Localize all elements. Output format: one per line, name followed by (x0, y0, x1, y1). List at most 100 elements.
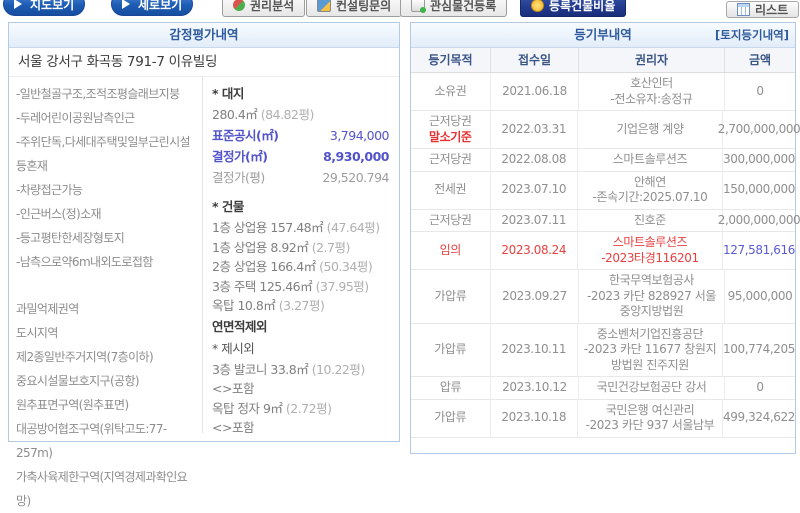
registry-row: 가압류 2023.10.11 중소벤처기업진흥공단 -2023 카단 11677 창원… (411, 323, 795, 377)
land-price-row: 결정가(평) 29,520.794 (212, 167, 391, 188)
zoning-note: 원추표면구역(원추표면) (16, 398, 129, 412)
site-note: -차량접근가능 (16, 183, 83, 197)
registry-cell-amount: 0 (756, 380, 764, 394)
registry-cell-amount: 100,774,205 (723, 342, 795, 356)
registry-cell-purpose: 가압류 (411, 323, 491, 376)
registry-cell-holder: 스마트솔루션즈 (578, 149, 723, 171)
site-note: -인근버스(정)소재 (16, 207, 102, 221)
zoning-note: 중요시설물보호지구(공항) (16, 374, 140, 388)
land-price-row: 표준공시(㎡) 3,794,000 (212, 125, 391, 146)
extra-line-pyeong: (2.72평) (282, 400, 332, 416)
registry-holder-line: 스마트솔루션즈 (612, 235, 688, 249)
zoning-note: 제2종일반주거지역(7층이하) (16, 350, 154, 364)
appraisal-notes-column: -일반철골구조,조적조평슬래브지붕 -두레어린이공원남측인근 -주위단독,다세대주택… (9, 77, 203, 508)
land-price-value: 8,930,000 (323, 149, 389, 164)
registry-cell-date: 2023.10.12 (491, 377, 579, 399)
building-line-text: 옥탑 10.8㎡ (212, 298, 276, 313)
registry-row: 근저당권 말소기준 2022.03.31 기업은행 계양 2,700,000,000 (411, 111, 800, 149)
registry-row: 소유권 2021.06.18 호산인터 -전소유자:송정규 0 (411, 73, 795, 111)
extra-line: 3층 발코니 33.8㎡ (10.22평) (212, 360, 391, 380)
building-line-text: 2층 상업용 166.4㎡ (212, 259, 316, 274)
extra-line-text: 3층 발코니 33.8㎡ (212, 361, 309, 377)
building-line-pyeong: (37.95평) (312, 278, 370, 294)
registry-column-3: 금액 (748, 53, 772, 67)
land-price-label: 결정가(평) (212, 170, 265, 185)
registry-cell-purpose: 전세권 (411, 171, 491, 209)
building-line: 옥탑 10.8㎡ (3.27평) (212, 296, 391, 316)
registry-cell-amount: 127,581,616 (723, 242, 795, 257)
registry-row: 근저당권 2023.07.11 진호준 2,000,000,000 (411, 209, 800, 232)
extra-line-text: <>포함 (212, 420, 254, 435)
registry-cell-date: 2023.10.11 (491, 323, 578, 376)
floor-area-exclusion-label: 연면적제외 (212, 318, 268, 334)
zoning-note: 대공방어협조구역(위탁고도:77-257m) (16, 422, 167, 460)
consulting-inquiry-button[interactable]: 컨설팅문의 (306, 0, 403, 17)
registry-holder-line: 진호준 (634, 212, 666, 227)
appraisal-panel: 감정평가내역 서울 강서구 화곡동 791-7 이유빌딩 -일반철골구조,조적조… (8, 22, 400, 508)
map-view-button[interactable]: 지도보기 (3, 0, 86, 16)
vertical-view-label: 세로보기 (138, 0, 183, 12)
building-line: 1층 상업용 157.48㎡ (47.64평) (212, 218, 391, 238)
registry-cell-holder: 기업은행 계양 (578, 111, 723, 148)
zoning-notes-list: 과밀억제권역 도시지역 제2종일반주거지역(7층이하) 중요시설물보호지구(공항) 원추… (16, 297, 200, 513)
registry-holder-line: -존속기간:2025.07.10 (592, 190, 708, 204)
zoning-note: 가축사육제한구역(지역경제과확인요망) (16, 470, 188, 508)
land-price-value: 3,794,000 (329, 128, 390, 143)
vertical-view-button[interactable]: 세로보기 (111, 0, 194, 16)
building-line-text: 1층 상업용 8.92㎡ (212, 239, 309, 255)
property-address: 서울 강서구 화곡동 791-7 이유빌딩 (9, 48, 399, 77)
registry-cell-date: 2023.07.10 (491, 171, 578, 209)
building-line: 3층 주택 125.46㎡ (37.95평) (212, 277, 391, 297)
land-section-heading: * 대지 (212, 86, 244, 101)
registry-purpose-line: 소유권 (434, 83, 467, 98)
registry-cell-holder: 국민은행 여신관리 -2023 카단 937 서울남부 (578, 399, 723, 437)
registry-cell-purpose: 가압류 (411, 270, 491, 323)
land-registry-link[interactable]: [토지등기내역] (715, 28, 789, 42)
registry-holder-line: -2023 카단 937 서울남부 (585, 418, 715, 432)
registry-row: 근저당권 2022.08.08 스마트솔루션즈 300,000,000 (411, 149, 795, 172)
extra-section-heading: * 제시외 (212, 340, 255, 356)
consulting-icon (317, 0, 331, 12)
extra-line-text: 옥탑 정자 9㎡ (212, 400, 283, 416)
rights-analysis-button[interactable]: 권리분석 (222, 0, 306, 17)
registry-holder-line: -2023 카단 11677 창원지 (583, 342, 717, 356)
registry-holder-line: 스마트솔루션즈 (612, 152, 688, 166)
registry-cell-purpose: 근저당권 말소기준 (411, 111, 491, 148)
zoning-note: 과밀억제권역 (16, 302, 79, 316)
site-note: -일반철골구조,조적조평슬래브지붕 (16, 87, 180, 101)
registry-holder-line: -전소유자:송정규 (610, 91, 693, 106)
extra-line: <>포함 (212, 379, 391, 399)
registry-cell-date: 2022.08.08 (491, 149, 578, 171)
registry-cell-amount: 150,000,000 (723, 182, 795, 197)
registry-holder-line: 국민은행 여신관리 (605, 402, 695, 417)
land-price-label: 표준공시(㎡) (212, 128, 279, 143)
land-area: 280.4㎡ (84.82평) (212, 105, 391, 125)
registry-cell-purpose: 소유권 (411, 73, 491, 110)
building-line-text: 3층 주택 125.46㎡ (212, 278, 313, 294)
land-price-row: 결정가(㎡) 8,930,000 (212, 146, 391, 167)
registry-cell-holder: 한국무역보험공사 -2023 카단 828927 서울 중앙지방법원 (579, 270, 725, 323)
registry-holder-line: 중소벤처기업진흥공단 (596, 326, 704, 341)
extra-line: 옥탑 정자 9㎡ (2.72평) (212, 399, 391, 419)
registry-purpose-line: 압류 (439, 380, 462, 394)
registered-building-button[interactable]: 등록건물비율 (520, 0, 627, 17)
registry-row: 가압류 2023.10.18 국민은행 여신관리 -2023 카단 937 서울남부 4… (411, 399, 795, 438)
registry-row: 압류 2023.10.12 국민건강보험공단 강서 0 (411, 377, 795, 400)
registry-holder-line: -2023 카단 828927 서울 (586, 288, 717, 303)
registry-purpose-line: 가압류 (434, 410, 467, 425)
registry-column-2: 권리자 (579, 48, 725, 72)
land-price-value: 29,520.794 (322, 170, 389, 185)
list-button[interactable]: 리스트 (726, 1, 800, 18)
register-interest-button[interactable]: 관심물건등록 (400, 0, 508, 17)
registry-cell-amount: 499,324,622 (723, 410, 795, 425)
registry-cell-date: 2021.06.18 (491, 73, 579, 110)
appraisal-detail-column: * 대지 280.4㎡ (84.82평) 표준공시(㎡) 3,794,000 결정가… (203, 77, 399, 435)
building-lines: 1층 상업용 157.48㎡ (47.64평) 1층 상업용 8.92㎡ (2.7… (212, 218, 391, 316)
extra-line-text: <>포함 (212, 381, 254, 396)
land-area-value: 280.4㎡ (212, 107, 258, 122)
site-note: -두레어린이공원남측인근 (16, 111, 135, 125)
registry-title: 등기부내역 (574, 27, 632, 42)
registry-cell-purpose: 압류 (411, 377, 491, 399)
registry-row: 가압류 2023.09.27 한국무역보험공사 -2023 카단 828927 서울 중… (411, 270, 795, 324)
registry-purpose-line: 가압류 (434, 342, 467, 356)
